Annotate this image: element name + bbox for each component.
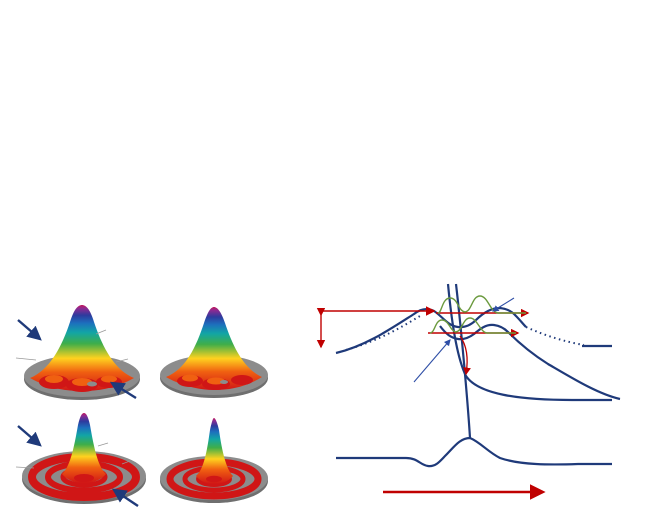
leader-line	[115, 358, 129, 363]
dcs-surface-peak	[196, 418, 233, 484]
leader-line	[95, 329, 107, 335]
dcs-surface-peak	[166, 307, 262, 390]
leader-line	[15, 466, 35, 469]
surface-theory-2-4	[160, 307, 268, 398]
heatmap-canvas-2	[318, 140, 458, 236]
surface-lobe-inner	[182, 374, 198, 382]
wavepacket-map-4	[488, 140, 646, 236]
surface-c-title	[196, 301, 199, 316]
cl-beam-arrow	[17, 425, 42, 447]
surface-theory-4-3	[160, 418, 268, 503]
leader-line	[15, 357, 37, 361]
wavepacket-map-3	[488, 10, 646, 106]
hd-beam-arrow	[112, 488, 139, 507]
surface-b-title	[38, 404, 41, 419]
heatmap-canvas-4	[488, 140, 646, 236]
surface-exp-4-3	[15, 413, 146, 507]
surface-lobe-inner	[45, 375, 63, 383]
surface-d-title	[200, 409, 203, 424]
adiabatic-curves	[335, 283, 621, 468]
label-pointer-arrows	[413, 297, 515, 383]
surface-lobe-inner	[101, 375, 117, 383]
dcs-surface-peak	[62, 413, 106, 483]
surface-a-title	[38, 294, 41, 309]
dcs-surface-peak	[30, 305, 134, 391]
leader-line	[97, 442, 109, 447]
surface-lobe	[231, 375, 253, 385]
surface-center-blob	[206, 475, 222, 483]
dcs-probability-chart	[0, 0, 270, 262]
cl-beam-arrow	[17, 319, 42, 341]
wavepacket-map-2	[318, 140, 458, 236]
surface-exp-2-4	[15, 305, 140, 400]
leader-line	[121, 460, 131, 465]
heatmap-overlay-1	[318, 10, 458, 106]
heatmap-overlay-2	[318, 140, 458, 236]
heatmap-overlay-3	[488, 10, 646, 106]
heatmap-canvas-3	[488, 10, 646, 106]
surface-notch	[87, 381, 97, 387]
heatmap-overlay-4	[488, 140, 646, 236]
heatmap-canvas-1	[318, 10, 458, 106]
surface-center-blob	[74, 474, 94, 482]
energy-diagram	[316, 283, 621, 500]
surface-notch	[220, 380, 228, 384]
wavepacket-map-1	[318, 10, 458, 106]
hd-beam-arrow	[109, 381, 137, 400]
resonance-wavefunctions	[429, 295, 526, 334]
